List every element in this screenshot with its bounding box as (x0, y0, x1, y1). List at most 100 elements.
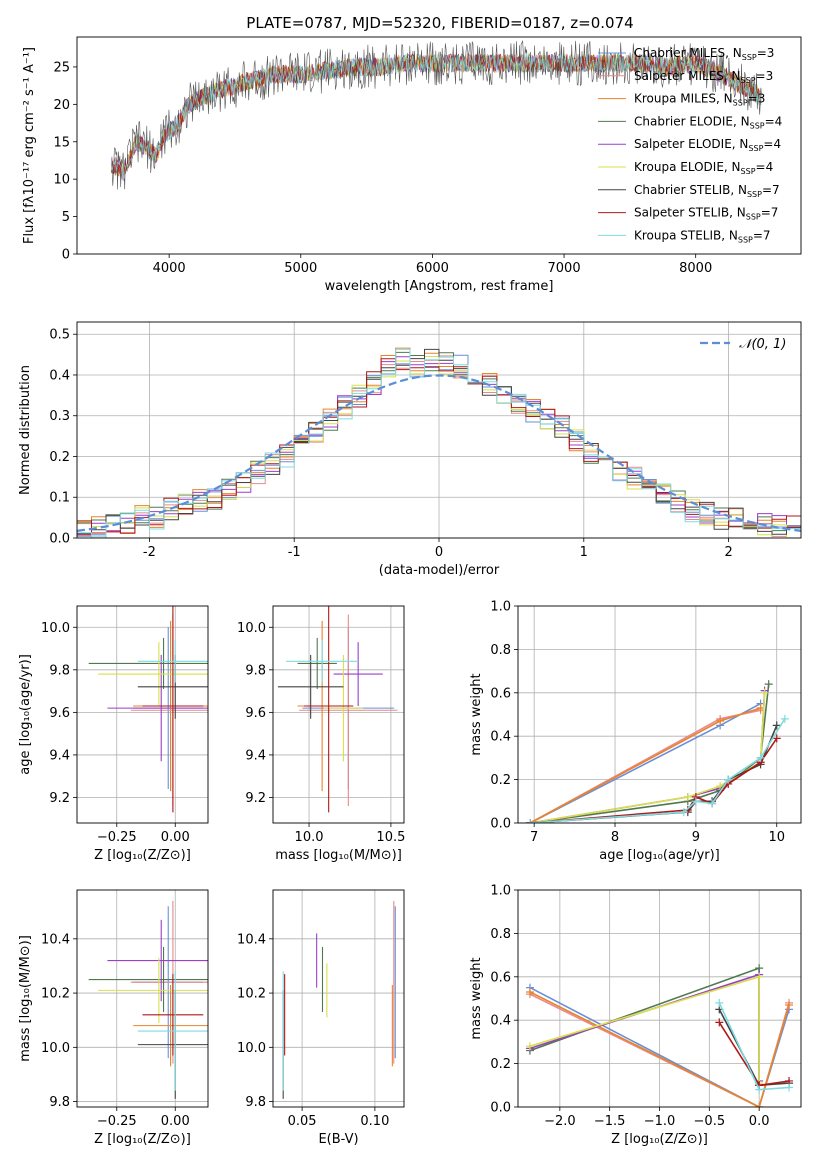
x-axis-label: E(B-V) (318, 1132, 358, 1147)
x-tick-label: 10.0 (295, 830, 324, 845)
axes-frame (517, 889, 802, 1108)
y-tick-label: 0.3 (49, 409, 70, 424)
series-line (529, 991, 790, 1107)
chart-weight-vs-age: 7 8 9 10 0.0 0.2 0.4 0.6 0.8 1.0 age [log₁₀(age/yr… (469, 600, 802, 863)
legend-label: Kroupa ELODIE, NSSP=4 (634, 160, 773, 176)
x-tick-label: 2 (724, 545, 732, 560)
plot-area (273, 606, 404, 823)
y-tick-label: 0.5 (49, 328, 70, 343)
x-tick-label: −2.0 (544, 1114, 576, 1129)
x-tick-label: -1 (288, 545, 301, 560)
y-axis-label: Flux [fλ10⁻¹⁷ erg cm⁻² s⁻¹ A⁻¹] (22, 47, 37, 244)
legend-label: Chabrier ELODIE, NSSP=4 (634, 114, 782, 130)
data-point (708, 799, 717, 808)
data-point (772, 734, 781, 743)
chart-age-vs-Z: −0.25 0.00 9.2 9.4 9.6 9.8 10.0 Z [log₁₀(Z/Z⊙)]… (18, 605, 209, 863)
legend-label-sub: SSP (746, 213, 761, 222)
y-tick-label: 0.2 (49, 450, 70, 465)
legend-label-suffix: =3 (757, 46, 775, 60)
data-point (691, 797, 700, 806)
y-tick-label: 9.2 (245, 791, 266, 806)
y-axis-label: age [log₁₀(age/yr)] (18, 654, 33, 775)
y-tick-label: 0 (62, 248, 70, 263)
chart-mass-vs-ebv: 0.05 0.10 9.8 10.0 10.2 10.4 E(B-V) (237, 889, 405, 1147)
y-tick-label: 10.0 (237, 1041, 266, 1056)
y-tick-label: 10.0 (41, 1041, 70, 1056)
y-tick-label: 0.0 (490, 817, 511, 832)
legend-label: Kroupa MILES, NSSP=3 (634, 92, 765, 108)
x-tick-label: 5000 (284, 261, 317, 276)
plot-area (110, 40, 762, 190)
data-point (755, 1085, 764, 1094)
x-tick-label: 0.00 (161, 1114, 190, 1129)
y-tick-label: 5 (62, 210, 70, 225)
y-axis-label: mass weight (469, 957, 484, 1039)
data-point (715, 998, 724, 1007)
y-tick-label: 9.8 (49, 663, 70, 678)
y-tick-label: 0.8 (490, 643, 511, 658)
data-point (780, 714, 789, 723)
x-tick-label: −1.0 (644, 1114, 676, 1129)
x-tick-label: 1 (580, 545, 588, 560)
series-line (718, 1009, 790, 1087)
y-tick-label: 9.8 (49, 1095, 70, 1110)
legend-label-text: Salpeter ELODIE, N (634, 137, 748, 151)
chart-spectrum: 4000 5000 6000 7000 8000 0 5 10 15 20 25 wavelength… (22, 36, 802, 294)
y-tick-label: 0.6 (490, 970, 511, 985)
x-tick-label: 0.05 (288, 1114, 317, 1129)
data-point (526, 819, 535, 823)
axes-frame (517, 605, 802, 824)
x-tick-label: 6000 (416, 261, 449, 276)
x-tick-label: -2 (143, 545, 156, 560)
x-axis-label: mass [log₁₀(M/M⊙)] (275, 848, 402, 863)
legend-label-suffix: =4 (763, 137, 781, 151)
x-tick-label: 4000 (153, 261, 186, 276)
x-axis-label: Z [log₁₀(Z/Z⊙)] (611, 1132, 708, 1147)
data-point (683, 792, 692, 801)
y-axis-label: mass weight (469, 673, 484, 755)
x-tick-label: −0.5 (694, 1114, 726, 1129)
legend-label-text: Chabrier ELODIE, N (634, 114, 750, 128)
y-tick-label: 20 (53, 98, 70, 113)
series-line (530, 725, 778, 823)
data-point (679, 808, 688, 817)
x-tick-label: 0 (435, 545, 443, 560)
data-point (755, 972, 764, 981)
y-tick-label: 25 (53, 60, 70, 75)
hist-chabrier-stelib (77, 348, 801, 535)
data-point (715, 1018, 724, 1027)
data-point (756, 753, 765, 762)
hist-salpeter-stelib (77, 358, 801, 534)
legend-label-sub: SSP (747, 190, 762, 199)
spectrum-kroupa-stelib (110, 52, 762, 180)
y-tick-label: 10.2 (41, 987, 70, 1002)
x-tick-label: −0.25 (97, 830, 137, 845)
spectrum-salpeter-stelib (110, 53, 762, 177)
y-tick-label: 9.6 (245, 706, 266, 721)
y-tick-label: 0.8 (490, 927, 511, 942)
plot-area (77, 606, 208, 823)
x-tick-label: 7 (530, 830, 538, 845)
axes-frame (272, 605, 405, 824)
y-tick-label: 0.2 (490, 1057, 511, 1072)
x-tick-label: −1.5 (594, 1114, 626, 1129)
data-point (764, 680, 773, 689)
y-tick-label: 0.4 (490, 1014, 511, 1029)
plot-area (77, 322, 801, 538)
data-point (525, 987, 534, 996)
data-point (716, 717, 725, 726)
series-line (529, 986, 790, 1107)
x-axis-label: Z [log₁₀(Z/Z⊙)] (94, 1132, 191, 1147)
y-tick-label: 10 (53, 173, 70, 188)
legend-label-suffix: =7 (761, 206, 779, 220)
legend-label-suffix: =3 (748, 92, 766, 106)
legend-label-sub: SSP (742, 53, 757, 62)
y-tick-label: 9.8 (245, 1095, 266, 1110)
series-line (530, 737, 778, 823)
data-point (724, 775, 733, 784)
figure-title: PLATE=0787, MJD=52320, FIBERID=0187, z=0… (246, 14, 633, 32)
y-tick-label: 10.4 (41, 932, 70, 947)
axes-frame (76, 605, 209, 824)
legend-label: 𝒩(0, 1) (739, 337, 786, 352)
